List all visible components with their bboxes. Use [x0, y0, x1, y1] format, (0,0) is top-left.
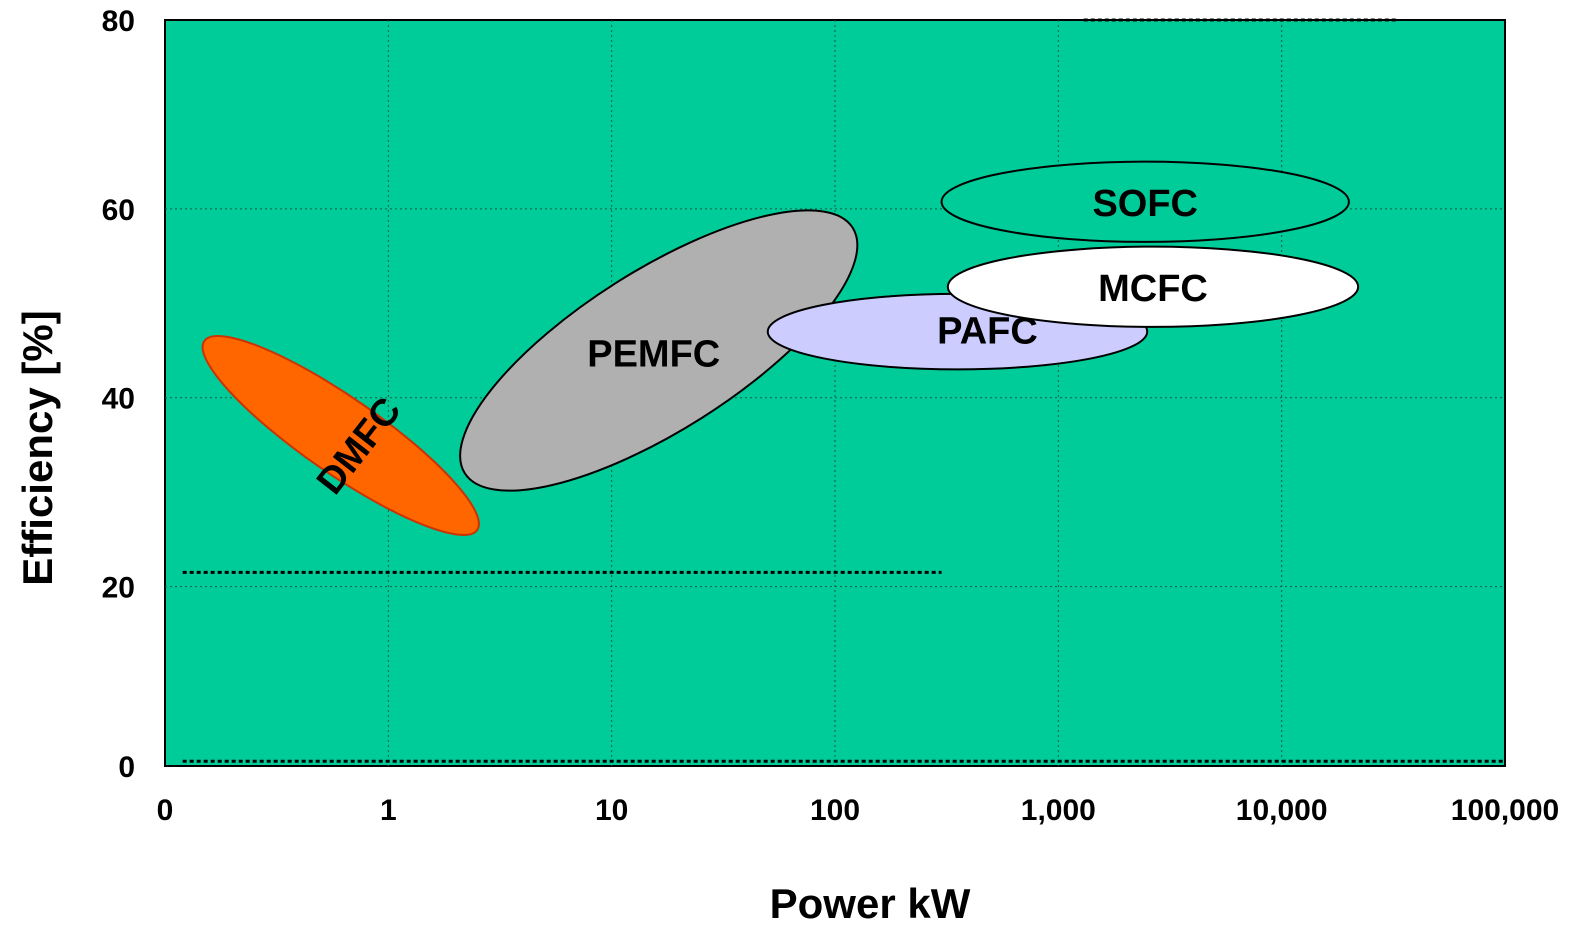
- pemfc-label: PEMFC: [587, 334, 720, 376]
- y-tick-label: 80: [102, 5, 135, 38]
- x-tick-label: 1,000: [1021, 794, 1096, 827]
- y-tick-label: 60: [102, 194, 135, 227]
- dashed-reference-lines: [182, 18, 1505, 763]
- dmfc-ellipse: [201, 335, 480, 536]
- x-axis-title: Power kW: [770, 880, 971, 927]
- x-tick-label: 100,000: [1451, 794, 1559, 827]
- mcfc-label: MCFC: [1098, 268, 1208, 310]
- x-tick-label: 10,000: [1236, 794, 1328, 827]
- y-tick-label: 0: [118, 751, 135, 784]
- y-tick-label: 40: [102, 383, 135, 416]
- y-tick-label: 20: [102, 572, 135, 605]
- x-tick-label: 100: [810, 794, 860, 827]
- y-tick-labels: 0 20 40 60 80: [102, 5, 135, 784]
- x-tick-label: 0: [157, 794, 174, 827]
- x-tick-label: 1: [380, 794, 397, 827]
- region-dmfc: DMFC: [201, 335, 480, 536]
- region-mcfc: MCFC: [946, 245, 1360, 328]
- mcfc-ellipse: [946, 245, 1360, 328]
- region-pemfc: PEMFC: [459, 209, 859, 492]
- pemfc-ellipse: [459, 209, 859, 492]
- sofc-label: SOFC: [1092, 183, 1198, 225]
- sofc-ellipse: [940, 160, 1350, 243]
- region-sofc: SOFC: [940, 160, 1350, 243]
- y-axis-title: Efficiency [%]: [14, 310, 61, 585]
- x-tick-labels: 0 1 10 100 1,000 10,000 100,000: [157, 794, 1560, 827]
- x-tick-label: 10: [595, 794, 628, 827]
